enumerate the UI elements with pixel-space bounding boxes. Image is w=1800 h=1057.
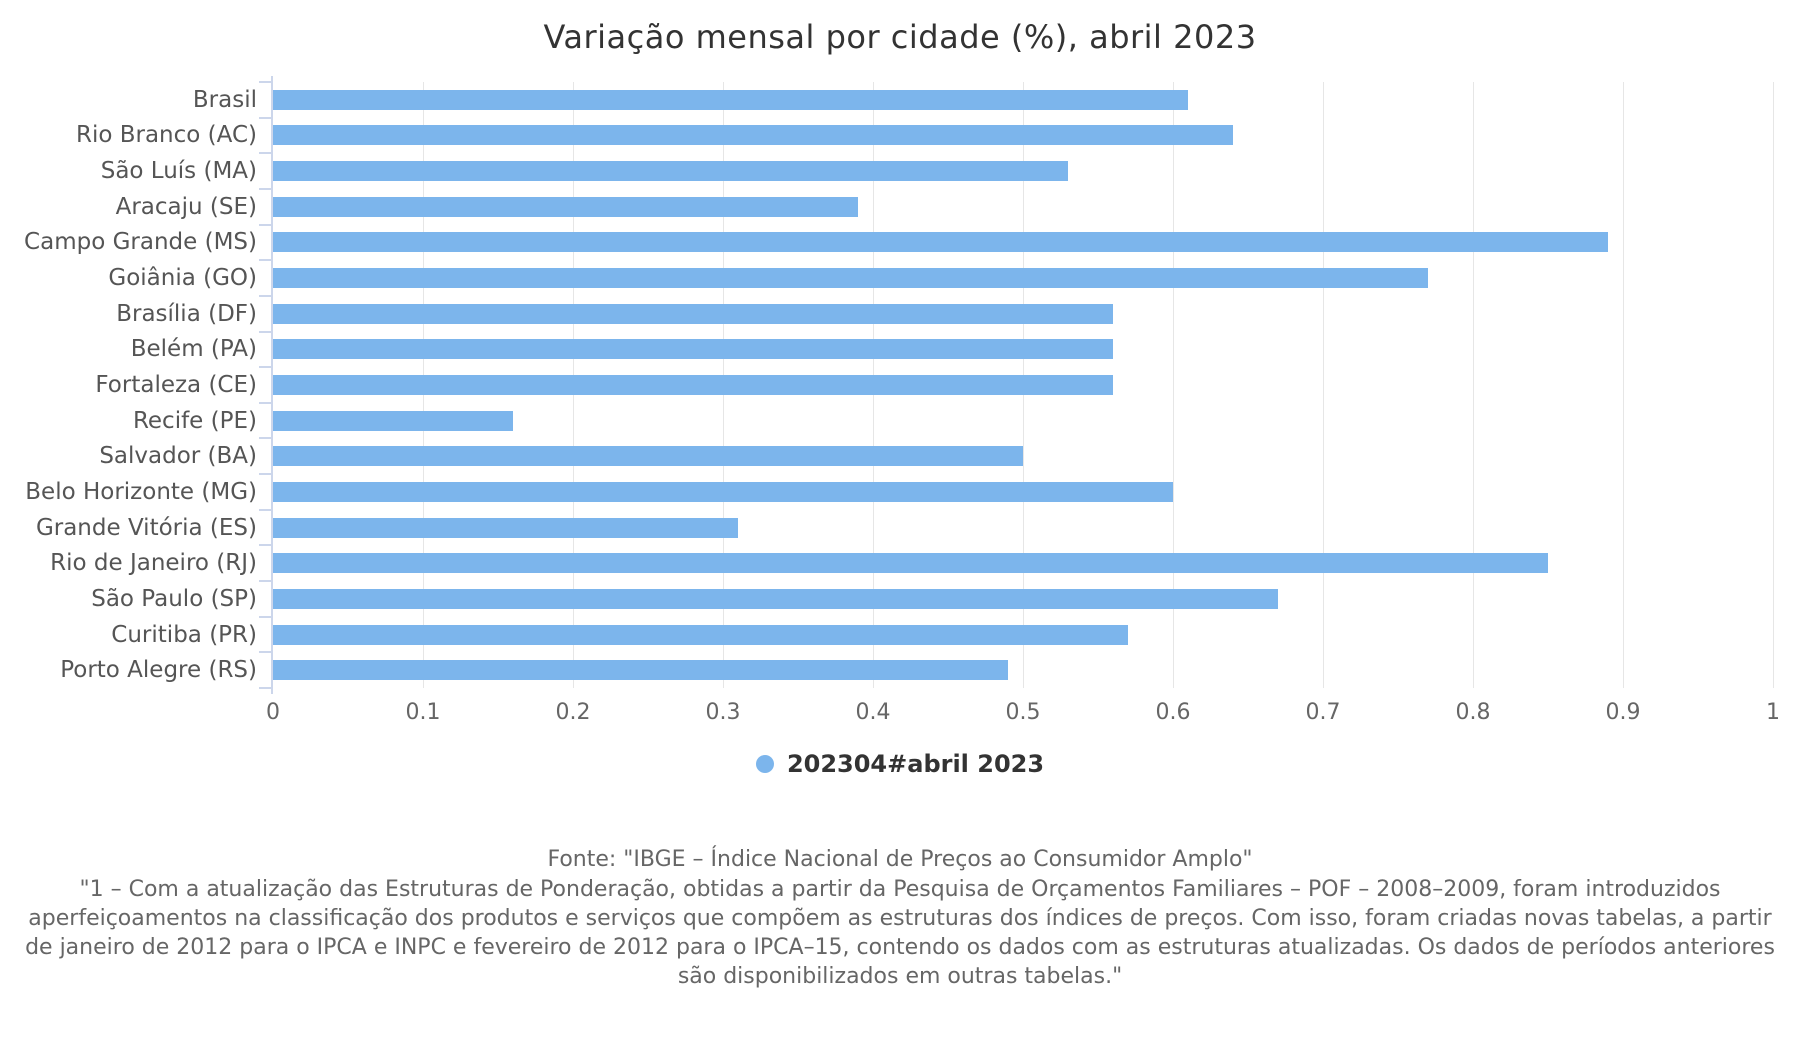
- bar[interactable]: [273, 481, 1173, 502]
- chart-title: Variação mensal por cidade (%), abril 20…: [543, 18, 1257, 56]
- y-axis-tick: [259, 259, 271, 262]
- gridline: [1172, 82, 1174, 688]
- x-axis-tick-label: 0.4: [855, 700, 891, 725]
- bar[interactable]: [273, 410, 513, 431]
- bar[interactable]: [273, 89, 1188, 110]
- y-axis-tick: [259, 687, 271, 689]
- category-label: Salvador (BA): [99, 443, 257, 470]
- category-label: Belém (PA): [130, 336, 257, 363]
- bar[interactable]: [273, 375, 1113, 395]
- category-label: Grande Vitória (ES): [35, 514, 257, 541]
- category-label: Curitiba (PR): [111, 621, 257, 648]
- y-axis-tick: [259, 81, 271, 83]
- x-axis-tick-label: 0.3: [705, 700, 741, 725]
- y-axis-line: [271, 76, 273, 694]
- y-axis-tick: [259, 330, 271, 333]
- y-axis-tick: [259, 544, 271, 547]
- legend-marker-icon: [755, 755, 774, 773]
- bar[interactable]: [273, 624, 1128, 645]
- category-label: Brasília (DF): [116, 300, 257, 327]
- y-axis-tick: [259, 437, 271, 440]
- bar[interactable]: [273, 588, 1278, 609]
- bar[interactable]: [273, 303, 1113, 324]
- bar[interactable]: [273, 660, 1008, 681]
- x-axis-tick-label: 0.9: [1605, 700, 1641, 725]
- y-axis-tick: [259, 294, 271, 297]
- y-axis-tick: [259, 187, 271, 190]
- y-axis-tick: [259, 580, 271, 583]
- category-label: Porto Alegre (RS): [60, 657, 257, 684]
- footer: Fonte: "IBGE – Índice Nacional de Preços…: [0, 845, 1800, 991]
- y-axis-tick: [259, 401, 271, 404]
- footer-note: "1 – Com a atualização das Estruturas de…: [25, 877, 1775, 989]
- y-axis-tick: [259, 152, 271, 155]
- bar[interactable]: [273, 232, 1608, 253]
- x-axis-tick-label: 0.7: [1305, 700, 1341, 725]
- x-axis-tick-label: 0.2: [555, 700, 591, 725]
- x-axis-tick-label: 0.1: [405, 700, 441, 725]
- y-axis-tick: [259, 615, 271, 618]
- category-label: Campo Grande (MS): [24, 229, 257, 256]
- plot-area: 0 0.1 0.2 0.3 0.4 0.5 0.6 0.7 0.8 0.9 1 Brasil Rio B…: [24, 76, 1780, 725]
- y-axis-tick: [259, 651, 271, 654]
- bar[interactable]: [273, 339, 1113, 360]
- y-axis-tick: [259, 508, 271, 511]
- category-label: Fortaleza (CE): [95, 372, 257, 398]
- footer-source-line: Fonte: "IBGE – Índice Nacional de Preços…: [547, 847, 1253, 872]
- category-label: Recife (PE): [132, 407, 257, 434]
- gridline: [1772, 82, 1774, 688]
- x-axis-tick-label: 0: [266, 700, 280, 725]
- bar[interactable]: [273, 161, 1068, 182]
- gridline: [1472, 82, 1474, 688]
- y-axis-tick: [259, 473, 271, 476]
- category-label: Brasil: [192, 86, 257, 113]
- legend-item[interactable]: 202304#abril 2023: [0, 750, 1800, 778]
- category-label: São Luís (MA): [100, 158, 257, 185]
- gridline: [1322, 82, 1324, 688]
- x-axis-tick-label: 0.8: [1455, 700, 1491, 725]
- bar[interactable]: [273, 268, 1428, 289]
- x-axis-tick-label: 0.5: [1005, 700, 1041, 725]
- category-label: Belo Horizonte (MG): [25, 478, 257, 505]
- category-label: Aracaju (SE): [115, 193, 257, 220]
- y-axis-tick: [259, 223, 271, 226]
- y-axis-tick: [259, 116, 271, 119]
- category-label: Goiânia (GO): [108, 265, 257, 292]
- legend-label: 202304#abril 2023: [786, 750, 1045, 778]
- bar[interactable]: [273, 125, 1233, 146]
- x-axis-tick-label: 1: [1766, 700, 1780, 725]
- bar[interactable]: [273, 553, 1548, 574]
- y-axis-tick: [259, 366, 271, 369]
- category-label: Rio de Janeiro (RJ): [50, 550, 257, 577]
- x-axis-tick-label: 0.6: [1155, 700, 1191, 725]
- category-label: São Paulo (SP): [91, 585, 257, 612]
- gridline: [1622, 82, 1624, 688]
- bar[interactable]: [273, 196, 858, 217]
- category-label: Rio Branco (AC): [75, 122, 257, 149]
- bar[interactable]: [273, 446, 1023, 467]
- bar[interactable]: [273, 517, 738, 538]
